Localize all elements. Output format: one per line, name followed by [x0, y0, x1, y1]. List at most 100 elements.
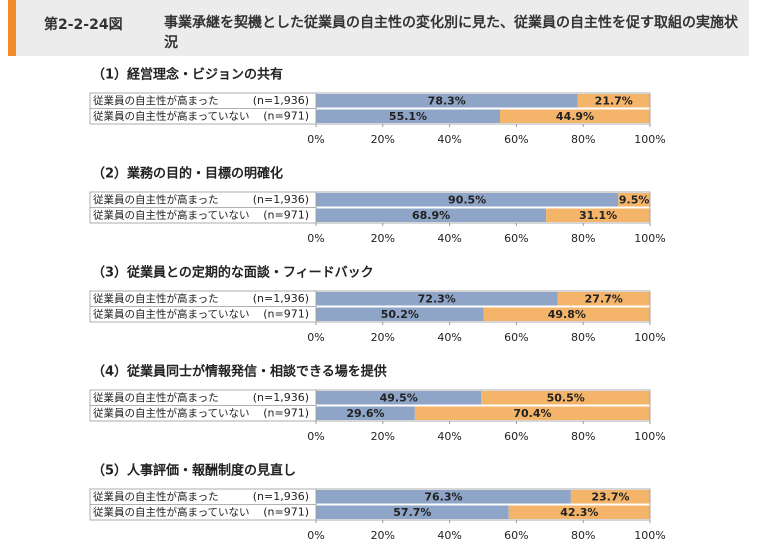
x-tick-label: 80% — [571, 430, 595, 443]
value-label: 29.6% — [346, 407, 384, 420]
x-tick-label: 80% — [571, 133, 595, 146]
value-label: 72.3% — [418, 292, 456, 305]
category-label: 従業員の自主性が高まっていない — [93, 109, 250, 122]
bar-segment — [316, 208, 547, 222]
bar-segment — [508, 505, 650, 519]
value-label: 50.5% — [547, 391, 585, 404]
x-tick-label: 60% — [504, 232, 528, 245]
x-tick-label: 0% — [307, 133, 324, 146]
category-label: 従業員の自主性が高まっていない — [93, 208, 250, 221]
figure-label: 第2-2-24図 — [44, 17, 123, 33]
value-label: 70.4% — [513, 407, 551, 420]
bar-segment — [316, 307, 484, 321]
x-tick-label: 0% — [307, 232, 324, 245]
bar-segment — [500, 109, 650, 123]
x-tick-label: 80% — [571, 331, 595, 344]
figure-title: 事業承継を契機とした従業員の自主性の変化別に見た、従業員の自主性を促す取組の実施… — [164, 15, 738, 51]
category-label: 従業員の自主性が高まっていない — [93, 505, 250, 518]
category-label: 従業員の自主性が高まった — [93, 490, 219, 503]
x-tick-label: 60% — [504, 133, 528, 146]
bar-segment — [557, 292, 650, 306]
x-tick-label: 100% — [634, 232, 665, 245]
x-tick-label: 60% — [504, 529, 528, 542]
value-label: 55.1% — [389, 110, 427, 123]
x-tick-label: 40% — [437, 331, 461, 344]
bar-segment — [316, 490, 571, 504]
bar-segment — [414, 406, 650, 420]
value-label: 27.7% — [585, 292, 623, 305]
x-tick-label: 20% — [371, 430, 395, 443]
x-tick-label: 0% — [307, 430, 324, 443]
x-tick-label: 40% — [437, 430, 461, 443]
chart-title: （5）人事評価・報酬制度の見直し — [92, 463, 296, 479]
category-note: (n=1,936) — [253, 490, 309, 503]
bar-segment — [546, 208, 650, 222]
category-note: (n=1,936) — [253, 94, 309, 107]
category-note: (n=971) — [263, 505, 309, 518]
value-label: 44.9% — [556, 110, 594, 123]
chart-title: （2）業務の目的・目標の明確化 — [92, 166, 283, 182]
bar-segment — [316, 505, 509, 519]
value-label: 31.1% — [579, 209, 617, 222]
chart-title: （3）従業員との定期的な面談・フィードバック — [92, 265, 374, 281]
category-note: (n=1,936) — [253, 292, 309, 305]
bar-segment — [316, 109, 501, 123]
x-tick-label: 100% — [634, 331, 665, 344]
x-tick-label: 100% — [634, 529, 665, 542]
bar-segment — [316, 391, 482, 405]
value-label: 9.5% — [619, 193, 650, 206]
value-label: 23.7% — [591, 490, 629, 503]
category-label: 従業員の自主性が高まった — [93, 94, 219, 107]
x-tick-label: 0% — [307, 331, 324, 344]
bar-segment — [316, 292, 558, 306]
x-tick-label: 40% — [437, 133, 461, 146]
value-label: 49.5% — [380, 391, 418, 404]
bar-segment — [481, 391, 650, 405]
x-tick-label: 80% — [571, 232, 595, 245]
category-label: 従業員の自主性が高まっていない — [93, 406, 250, 419]
chart-title: （4）従業員同士が情報発信・相談できる場を提供 — [92, 364, 387, 380]
category-label: 従業員の自主性が高まっていない — [93, 307, 250, 320]
x-tick-label: 0% — [307, 529, 324, 542]
value-label: 90.5% — [448, 193, 486, 206]
bar-segment — [577, 94, 650, 108]
category-label: 従業員の自主性が高まった — [93, 292, 219, 305]
bar-segment — [483, 307, 650, 321]
value-label: 57.7% — [393, 506, 431, 519]
category-note: (n=971) — [263, 406, 309, 419]
x-tick-label: 40% — [437, 232, 461, 245]
x-tick-label: 100% — [634, 430, 665, 443]
x-tick-label: 40% — [437, 529, 461, 542]
bar-segment — [316, 94, 578, 108]
bar-segment — [316, 193, 619, 207]
category-note: (n=971) — [263, 307, 309, 320]
value-label: 42.3% — [560, 506, 598, 519]
category-note: (n=971) — [263, 208, 309, 221]
bar-segment — [316, 406, 415, 420]
value-label: 68.9% — [412, 209, 450, 222]
x-tick-label: 100% — [634, 133, 665, 146]
x-tick-label: 20% — [371, 133, 395, 146]
header: 第2-2-24図 事業承継を契機とした従業員の自主性の変化別に見た、従業員の自主… — [8, 0, 749, 56]
value-label: 49.8% — [548, 308, 586, 321]
x-tick-label: 20% — [371, 529, 395, 542]
category-note: (n=1,936) — [253, 391, 309, 404]
x-tick-label: 60% — [504, 430, 528, 443]
value-label: 50.2% — [381, 308, 419, 321]
category-label: 従業員の自主性が高まった — [93, 193, 219, 206]
category-note: (n=971) — [263, 109, 309, 122]
category-label: 従業員の自主性が高まった — [93, 391, 219, 404]
x-tick-label: 60% — [504, 331, 528, 344]
value-label: 78.3% — [428, 94, 466, 107]
x-tick-label: 80% — [571, 529, 595, 542]
x-tick-label: 20% — [371, 331, 395, 344]
value-label: 21.7% — [595, 94, 633, 107]
category-note: (n=1,936) — [253, 193, 309, 206]
bar-segment — [570, 490, 650, 504]
chart-title: （1）経営理念・ビジョンの共有 — [92, 67, 283, 83]
bar-segment — [618, 193, 650, 207]
value-label: 76.3% — [424, 490, 462, 503]
x-tick-label: 20% — [371, 232, 395, 245]
